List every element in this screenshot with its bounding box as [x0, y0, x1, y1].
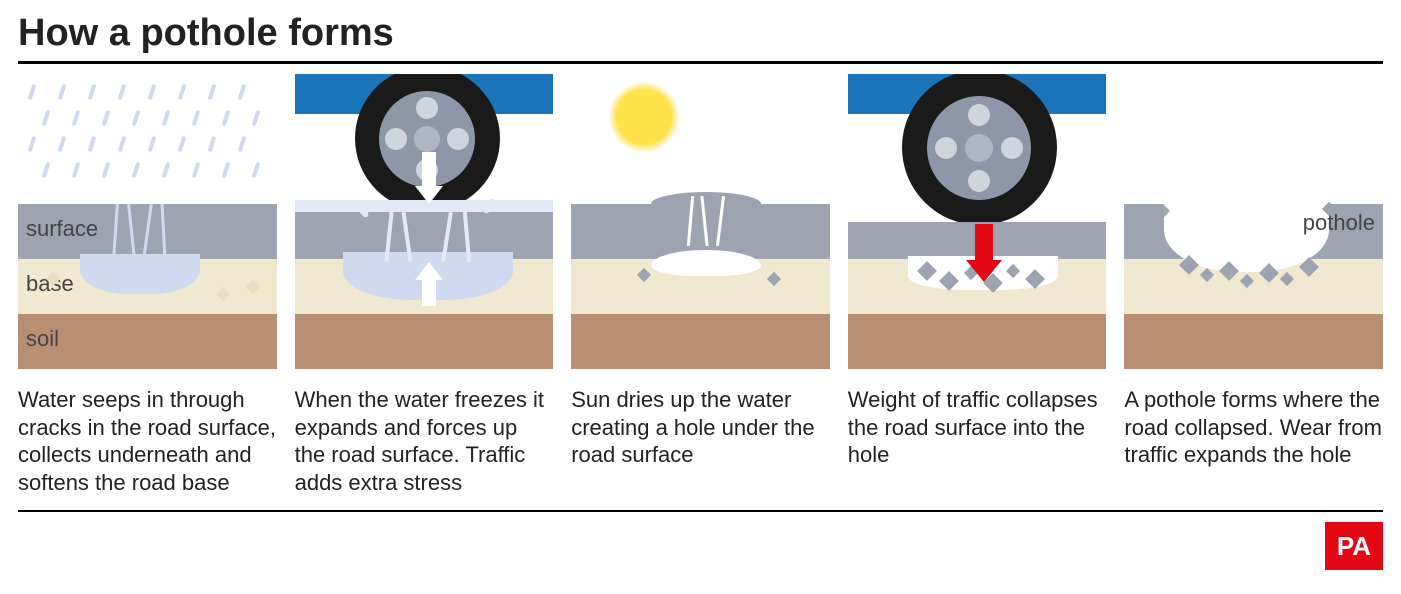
- pa-badge: PA: [1325, 522, 1383, 570]
- panels-row: surface base soil Water seeps in through…: [18, 74, 1383, 512]
- illus-pothole: pothole: [1124, 74, 1383, 374]
- panel-4: Weight of traffic collapses the road sur…: [848, 74, 1107, 496]
- caption-4: Weight of traffic collapses the road sur…: [848, 386, 1107, 469]
- illus-collapse: [848, 74, 1107, 374]
- pothole-label: pothole: [1303, 210, 1375, 236]
- panel-2: When the water freezes it expands and fo…: [295, 74, 554, 496]
- surface-bulge: [651, 192, 761, 216]
- page-title: How a pothole forms: [18, 12, 1383, 64]
- arrow-down-red-icon: [966, 224, 1002, 282]
- cavity: [651, 250, 761, 276]
- panel-5: pothole A pothole forms where the road c…: [1124, 74, 1383, 496]
- water-pool: [80, 254, 200, 294]
- layer-soil: [1124, 314, 1383, 369]
- layer-soil: [571, 314, 830, 369]
- arrow-down-icon: [415, 152, 443, 204]
- panel-1: surface base soil Water seeps in through…: [18, 74, 277, 496]
- panel-3: Sun dries up the water creating a hole u…: [571, 74, 830, 496]
- soil-label: soil: [26, 326, 59, 352]
- layer-soil: [848, 314, 1107, 369]
- layer-soil: [295, 314, 554, 369]
- wheel-icon: [902, 74, 1057, 225]
- illus-sun: [571, 74, 830, 374]
- sun-icon: [609, 82, 679, 152]
- illus-freeze: [295, 74, 554, 374]
- caption-1: Water seeps in through cracks in the roa…: [18, 386, 277, 496]
- arrow-up-icon: [415, 262, 443, 306]
- surface-label: surface: [26, 216, 98, 242]
- rain-icon: [18, 80, 277, 195]
- illus-rain: surface base soil: [18, 74, 277, 374]
- caption-2: When the water freezes it expands and fo…: [295, 386, 554, 496]
- caption-3: Sun dries up the water creating a hole u…: [571, 386, 830, 469]
- caption-5: A pothole forms where the road collapsed…: [1124, 386, 1383, 469]
